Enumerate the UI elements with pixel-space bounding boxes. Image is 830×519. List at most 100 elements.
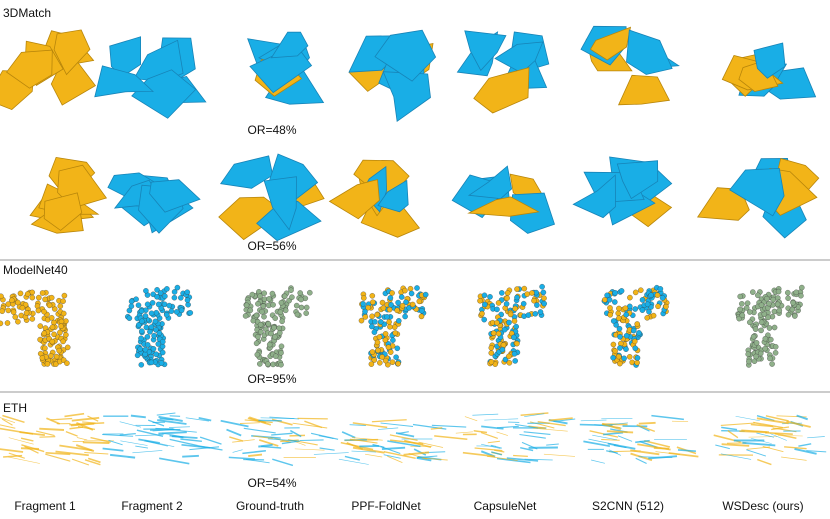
scan-stroke [474,447,503,452]
point [279,318,285,325]
point [488,359,495,365]
point [187,310,194,316]
point [259,309,265,315]
point [261,290,267,296]
scan-stroke [520,446,534,452]
point [746,358,752,365]
point [789,306,796,313]
point [537,309,544,315]
scan-stroke [380,422,414,427]
point [607,312,613,318]
point [42,345,48,351]
scan-stroke [3,454,23,458]
point [648,292,654,298]
point [632,338,638,345]
scan-stroke [524,458,553,461]
scan-stroke [352,422,388,429]
point [17,290,24,297]
scan-stroke [774,432,797,439]
scan-stroke [806,450,827,453]
scan-stroke [807,436,825,439]
scan-stroke [102,447,124,452]
point [370,299,376,305]
scan-stroke [784,446,807,450]
point [419,308,425,314]
point [772,344,779,350]
column-label: PPF-FoldNet [351,499,421,513]
point [51,331,57,338]
point [617,360,623,367]
point [64,344,71,351]
point [148,324,155,330]
scan-stroke [637,443,671,451]
point [255,334,261,340]
scan-stroke [102,434,134,437]
scan-stroke [796,414,809,421]
point [520,300,527,307]
scan-stroke [292,422,328,429]
point [632,306,638,312]
point [253,312,260,319]
point [650,312,657,319]
scan-stroke [159,417,174,421]
point [247,307,254,314]
scan-stroke [272,458,294,467]
scan-stroke [349,424,366,426]
point [48,315,55,321]
point [514,294,520,301]
scan-stroke [248,453,263,458]
point [390,337,396,343]
point [622,305,629,311]
point [254,351,261,358]
scan-stroke [635,439,650,444]
section-label: ModelNet40 [3,263,68,277]
scan-stroke [8,456,40,464]
point [41,308,47,315]
scan-stroke [636,424,656,433]
scan-stroke [59,444,93,452]
overlap-label: OR=48% [247,123,296,137]
column-labels: Fragment 1 Fragment 2 Ground-truth PPF-Fold… [14,499,803,513]
point [617,345,623,351]
scan-stroke [35,430,55,437]
scan-stroke [319,447,335,451]
point [487,294,493,300]
scan-stroke [462,451,495,458]
point [612,290,618,296]
point [250,317,257,324]
point [638,287,644,293]
surface-patch [94,65,155,98]
point [776,307,783,314]
point [57,329,63,336]
point [266,296,272,302]
point [56,347,62,354]
point [621,355,627,362]
point [368,361,375,367]
point [384,314,390,320]
point [477,298,483,304]
point [153,327,159,333]
point [154,294,160,300]
point [753,340,760,346]
scan-stroke [608,450,641,453]
point [766,300,772,307]
scan-stroke [156,412,176,416]
point [137,346,143,352]
point [382,337,389,343]
surface-patch [43,192,83,231]
point [395,299,401,306]
scan-stroke [496,425,519,429]
point [178,295,184,301]
point [39,355,46,361]
point [173,309,180,315]
scan-stroke [45,453,71,462]
point [532,311,539,317]
point [747,319,753,326]
scan-stroke [739,430,767,434]
scan-stroke [299,439,324,442]
point [752,326,759,332]
point [395,360,401,367]
point [138,335,144,342]
point [269,290,276,297]
point [58,318,65,325]
